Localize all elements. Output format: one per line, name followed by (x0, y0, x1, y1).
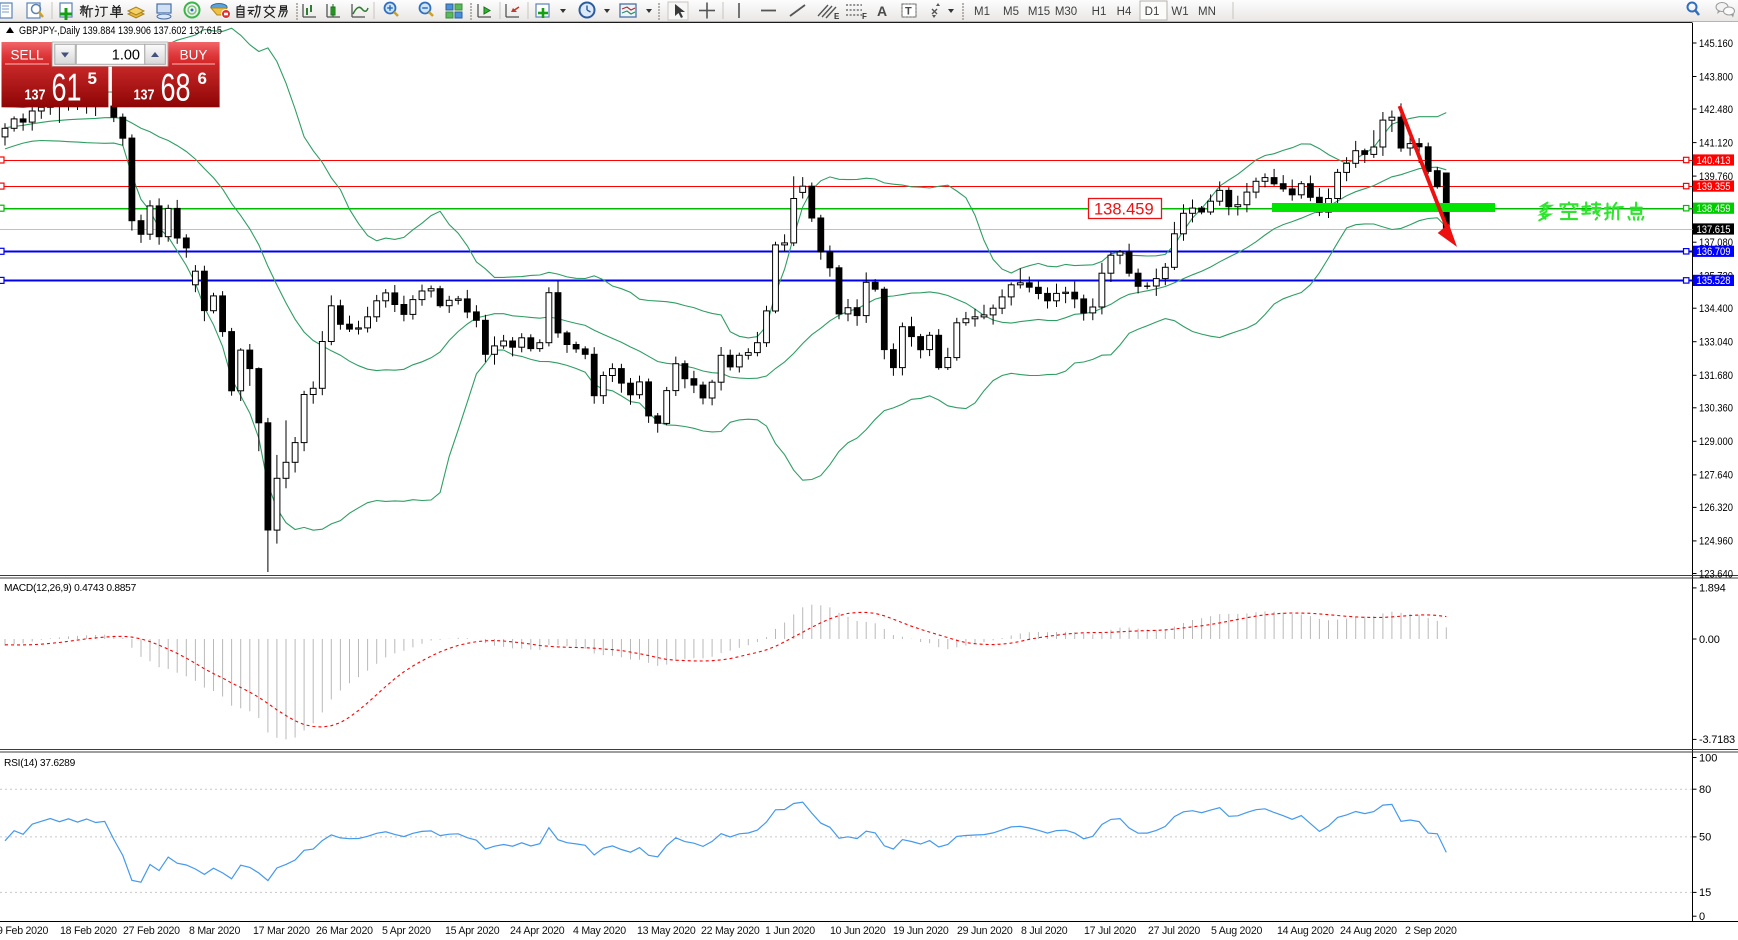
svg-text:1.894: 1.894 (1699, 583, 1726, 595)
svg-text:123.640: 123.640 (1699, 568, 1733, 580)
svg-text:18 Feb 2020: 18 Feb 2020 (60, 925, 117, 937)
svg-text:H4: H4 (1117, 6, 1132, 18)
svg-text:W1: W1 (1171, 6, 1188, 18)
svg-text:126.320: 126.320 (1699, 502, 1733, 514)
svg-text:15: 15 (1699, 887, 1711, 899)
svg-text:135.528: 135.528 (1697, 275, 1731, 287)
svg-text:10 Jun 2020: 10 Jun 2020 (830, 925, 886, 937)
svg-text:26 Mar 2020: 26 Mar 2020 (316, 925, 373, 937)
svg-text:4 May 2020: 4 May 2020 (573, 925, 626, 937)
svg-text:MN: MN (1198, 6, 1216, 18)
svg-text:127.640: 127.640 (1699, 470, 1733, 482)
svg-text:M1: M1 (974, 6, 990, 18)
svg-text:145.160: 145.160 (1699, 38, 1733, 50)
svg-text:129.000: 129.000 (1699, 436, 1733, 448)
svg-text:137.615: 137.615 (1697, 224, 1731, 236)
svg-text:137: 137 (134, 88, 155, 104)
svg-text:68: 68 (161, 67, 191, 110)
svg-text:H1: H1 (1092, 6, 1107, 18)
svg-text:61: 61 (52, 67, 82, 110)
svg-text:SELL: SELL (10, 48, 44, 63)
svg-text:14 Aug 2020: 14 Aug 2020 (1277, 925, 1334, 937)
svg-text:143.800: 143.800 (1699, 71, 1733, 83)
svg-text:0: 0 (1699, 911, 1705, 923)
svg-text:17 Mar 2020: 17 Mar 2020 (253, 925, 310, 937)
svg-text:E: E (834, 12, 840, 21)
svg-text:130.360: 130.360 (1699, 403, 1733, 415)
svg-text:F: F (862, 12, 867, 21)
svg-text:8 Jul 2020: 8 Jul 2020 (1021, 925, 1068, 937)
svg-text:1.00: 1.00 (112, 47, 140, 63)
svg-text:M15: M15 (1028, 6, 1050, 18)
svg-text:17 Jul 2020: 17 Jul 2020 (1084, 925, 1136, 937)
svg-text:136.709: 136.709 (1697, 246, 1731, 258)
svg-text:M30: M30 (1055, 6, 1077, 18)
svg-text:141.120: 141.120 (1699, 137, 1733, 149)
svg-text:138.459: 138.459 (1697, 203, 1731, 215)
svg-text:13 May 2020: 13 May 2020 (637, 925, 696, 937)
svg-text:22 May 2020: 22 May 2020 (701, 925, 760, 937)
svg-text:T: T (905, 6, 912, 18)
svg-text:1 Jun 2020: 1 Jun 2020 (765, 925, 815, 937)
svg-text:8 Mar 2020: 8 Mar 2020 (189, 925, 240, 937)
svg-text:BUY: BUY (180, 48, 208, 63)
svg-text:0.00: 0.00 (1699, 634, 1720, 646)
svg-text:27 Feb 2020: 27 Feb 2020 (123, 925, 180, 937)
svg-text:139.760: 139.760 (1699, 171, 1733, 183)
svg-text:24 Aug 2020: 24 Aug 2020 (1340, 925, 1397, 937)
svg-text:140.413: 140.413 (1697, 155, 1731, 167)
svg-text:29 Jun 2020: 29 Jun 2020 (957, 925, 1013, 937)
svg-text:-3.7183: -3.7183 (1699, 734, 1735, 746)
svg-text:24 Apr 2020: 24 Apr 2020 (510, 925, 565, 937)
svg-text:137: 137 (25, 88, 46, 104)
svg-text:GBPJPY-,Daily 139.884 139.906: GBPJPY-,Daily 139.884 139.906 137.602 13… (19, 25, 222, 37)
svg-text:139.355: 139.355 (1697, 181, 1731, 193)
svg-text:5: 5 (88, 69, 97, 88)
svg-text:5 Aug 2020: 5 Aug 2020 (1211, 925, 1262, 937)
svg-text:80: 80 (1699, 784, 1711, 796)
svg-text:100: 100 (1699, 752, 1717, 764)
svg-text:A: A (877, 3, 887, 19)
svg-text:15 Apr 2020: 15 Apr 2020 (445, 925, 500, 937)
svg-text:M5: M5 (1003, 6, 1019, 18)
svg-text:133.040: 133.040 (1699, 337, 1733, 349)
svg-text:142.480: 142.480 (1699, 104, 1733, 116)
svg-text:134.400: 134.400 (1699, 303, 1733, 315)
svg-text:2 Sep 2020: 2 Sep 2020 (1405, 925, 1457, 937)
svg-text:50: 50 (1699, 832, 1711, 844)
svg-text:5 Apr 2020: 5 Apr 2020 (382, 925, 431, 937)
svg-text:6: 6 (198, 69, 207, 88)
svg-text:RSI(14) 37.6289: RSI(14) 37.6289 (4, 758, 76, 769)
svg-text:124.960: 124.960 (1699, 536, 1733, 548)
svg-text:27 Jul 2020: 27 Jul 2020 (1148, 925, 1200, 937)
svg-text:19 Jun 2020: 19 Jun 2020 (893, 925, 949, 937)
svg-text:138.459: 138.459 (1094, 201, 1154, 219)
svg-text:D1: D1 (1145, 6, 1160, 18)
svg-text:9 Feb 2020: 9 Feb 2020 (0, 925, 48, 937)
svg-text:131.680: 131.680 (1699, 370, 1733, 382)
svg-text:MACD(12,26,9) 0.4743 0.8857: MACD(12,26,9) 0.4743 0.8857 (4, 583, 137, 594)
